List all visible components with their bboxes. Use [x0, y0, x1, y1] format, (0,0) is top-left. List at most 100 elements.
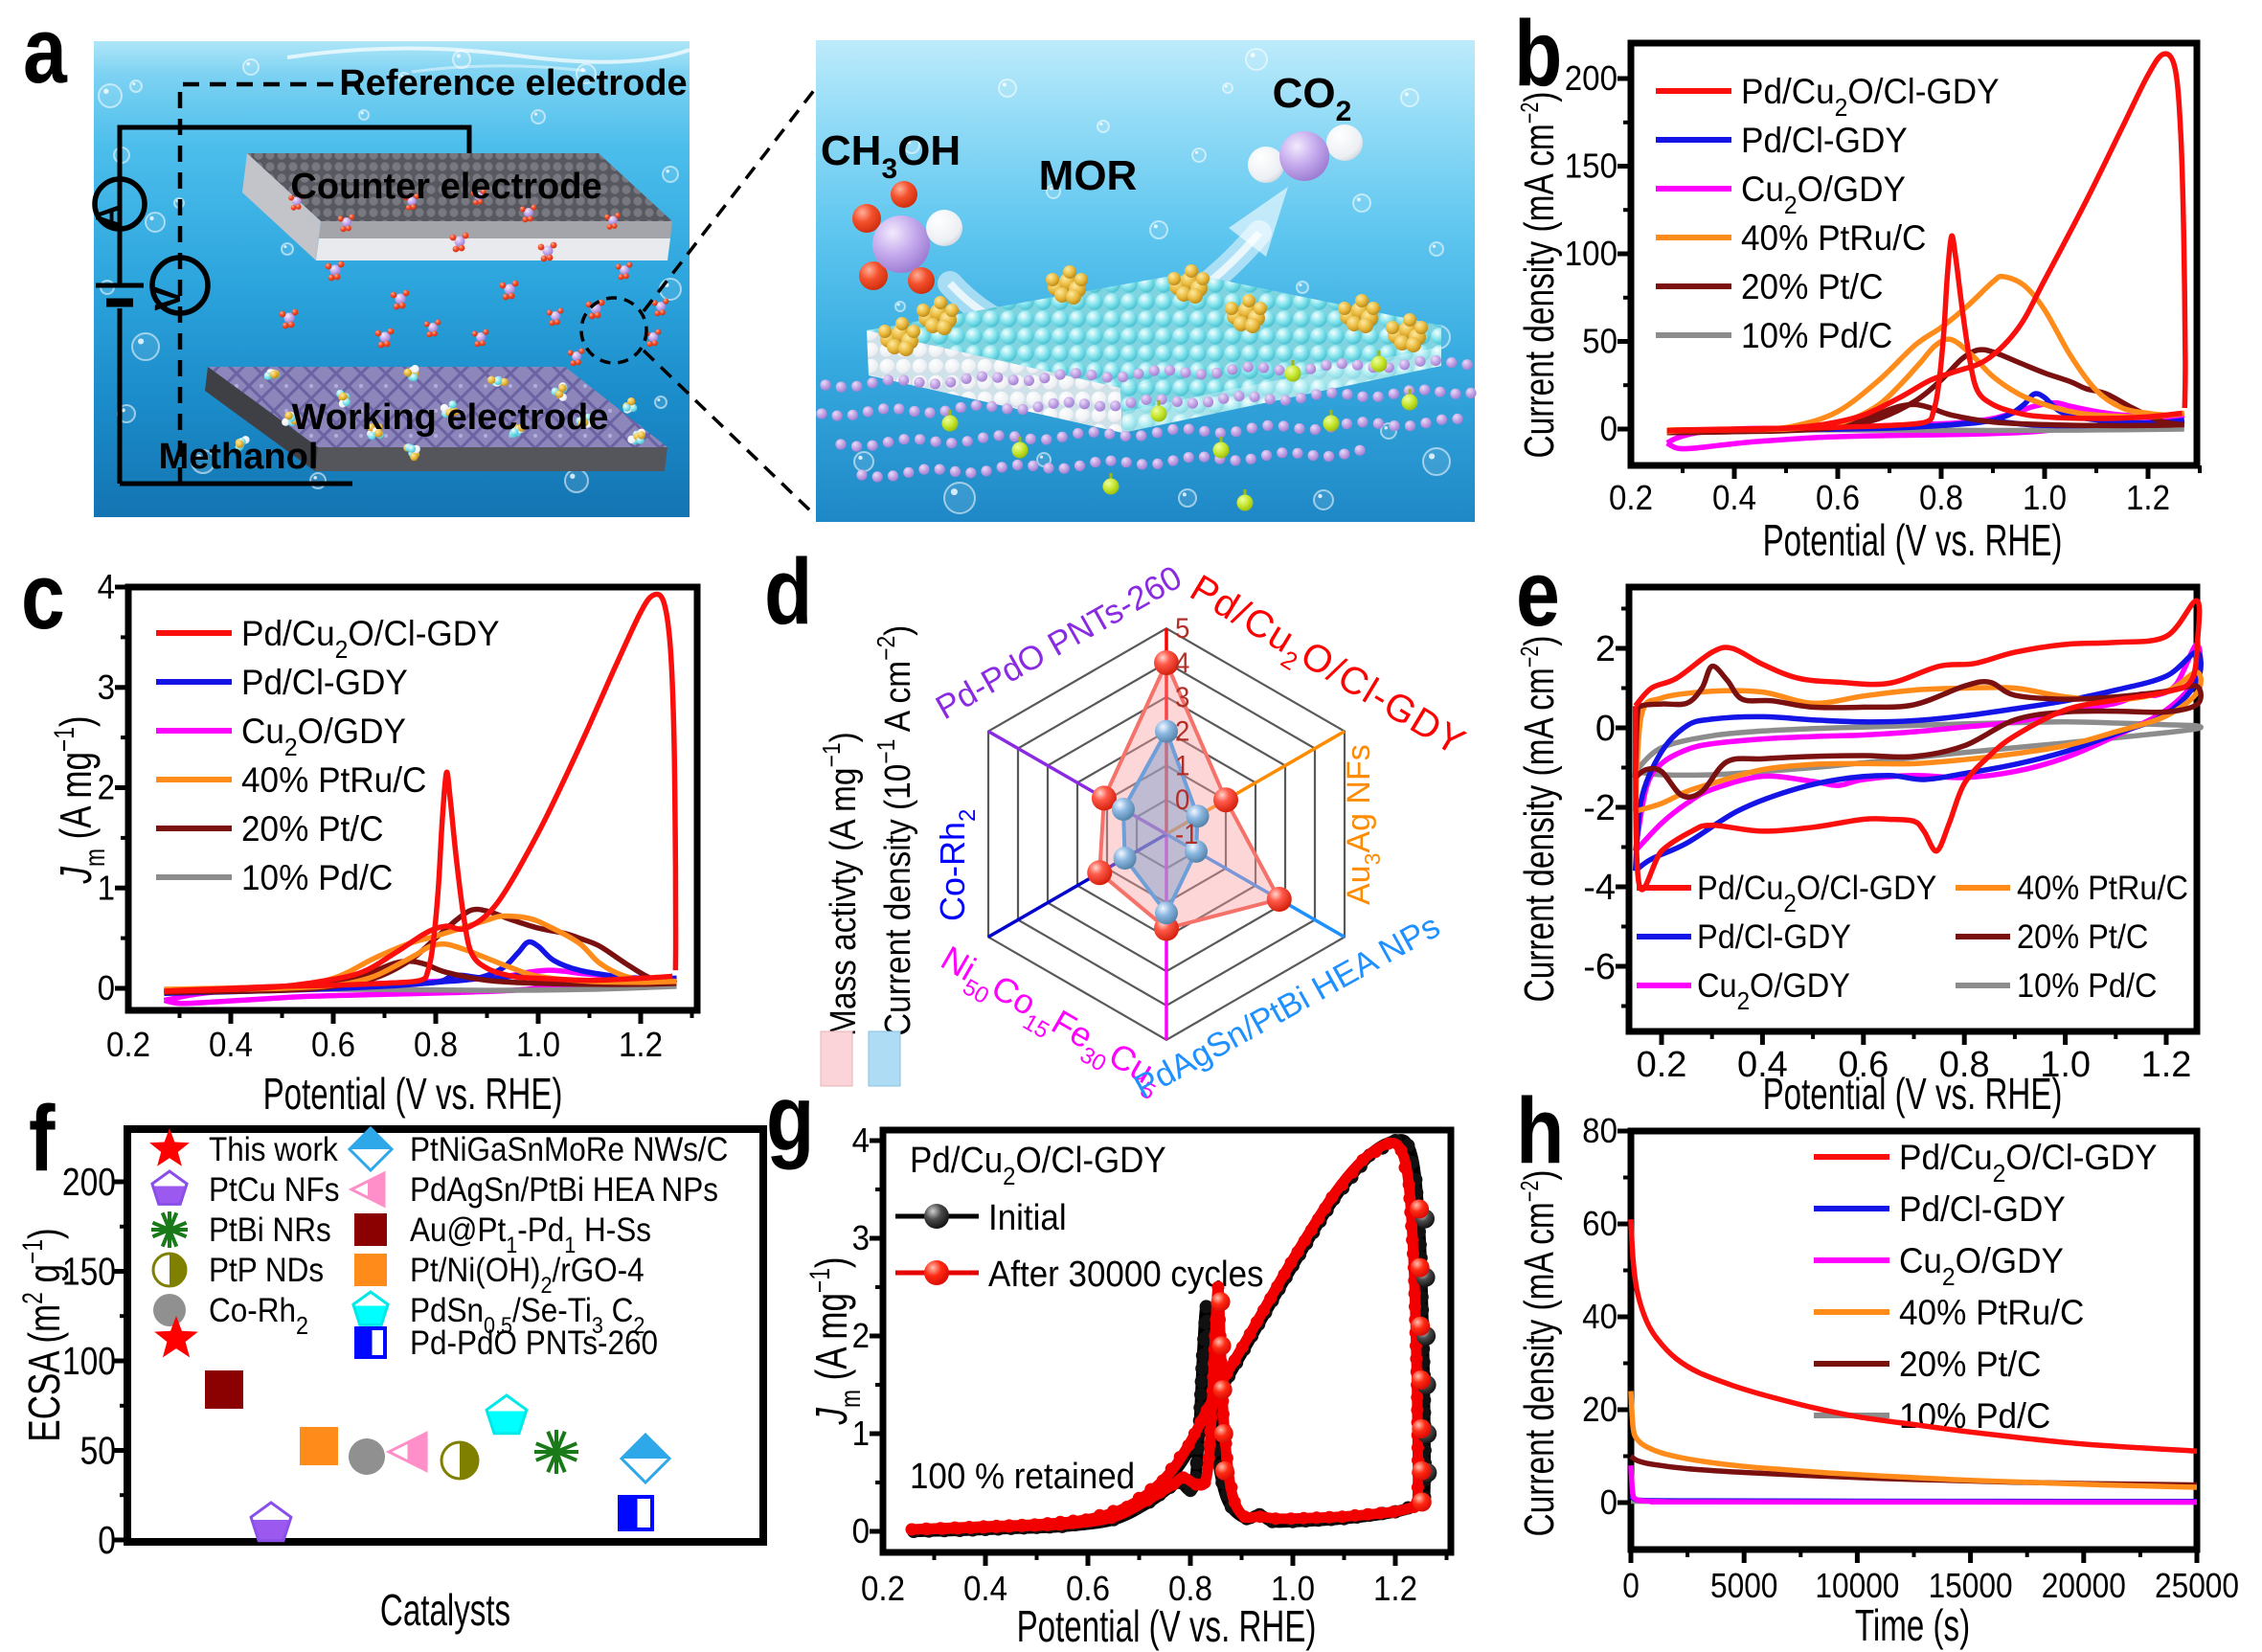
- svg-text:5000: 5000: [1710, 1567, 1777, 1605]
- svg-text:4: 4: [852, 1122, 870, 1161]
- svg-text:20% Pt/C: 20% Pt/C: [2017, 918, 2148, 956]
- svg-text:100: 100: [62, 1339, 116, 1383]
- svg-text:PtNiGaSnMoRe NWs/C: PtNiGaSnMoRe NWs/C: [410, 1132, 728, 1169]
- svg-text:2: 2: [1595, 629, 1616, 669]
- svg-text:0.4: 0.4: [1737, 1045, 1788, 1085]
- svg-text:0: 0: [98, 970, 115, 1008]
- svg-text:V: V: [148, 286, 189, 311]
- svg-text:A: A: [88, 204, 127, 229]
- svg-text:0.8: 0.8: [1168, 1571, 1212, 1609]
- svg-text:10000: 10000: [1815, 1567, 1899, 1605]
- svg-text:1.2: 1.2: [1373, 1571, 1417, 1609]
- svg-text:Current density (mA cm−2​): Current density (mA cm−2​): [1515, 92, 1563, 459]
- svg-text:20% Pt/C: 20% Pt/C: [1899, 1344, 2041, 1384]
- svg-text:-4: -4: [1583, 868, 1616, 908]
- svg-text:Counter electrode: Counter electrode: [290, 167, 601, 207]
- svg-text:Potential (V vs. RHE): Potential (V vs. RHE): [263, 1071, 563, 1119]
- svg-text:This work: This work: [209, 1132, 338, 1169]
- svg-text:50: 50: [80, 1428, 116, 1472]
- svg-text:-6: -6: [1583, 947, 1616, 987]
- svg-text:0.8: 0.8: [1919, 480, 1963, 518]
- svg-text:200: 200: [62, 1160, 116, 1204]
- svg-text:80: 80: [1582, 1113, 1617, 1151]
- svg-text:Pd/Cl-GDY: Pd/Cl-GDY: [1697, 918, 1851, 956]
- svg-text:1.0: 1.0: [2023, 480, 2067, 518]
- svg-text:Mass activty (A mg−1​): Mass activty (A mg−1​): [819, 732, 864, 1036]
- svg-text:0.4: 0.4: [1712, 480, 1756, 518]
- svg-text:25000: 25000: [2155, 1567, 2239, 1605]
- svg-text:10% Pd/C: 10% Pd/C: [1741, 315, 1892, 355]
- svg-text:20000: 20000: [2042, 1567, 2126, 1605]
- svg-text:0: 0: [1595, 709, 1616, 749]
- svg-text:Reference electrode: Reference electrode: [339, 63, 687, 103]
- svg-text:c: c: [21, 546, 65, 649]
- svg-text:0: 0: [1600, 411, 1617, 449]
- svg-text:Pd/Cl-GDY: Pd/Cl-GDY: [1741, 120, 1908, 160]
- svg-text:e: e: [1516, 543, 1560, 646]
- svg-text:PdAgSn/PtBi HEA NPs: PdAgSn/PtBi HEA NPs: [410, 1172, 718, 1210]
- svg-text:20% Pt/C: 20% Pt/C: [241, 808, 383, 849]
- svg-text:1: 1: [98, 870, 115, 908]
- svg-text:Potential (V vs. RHE): Potential (V vs. RHE): [1763, 517, 2063, 565]
- svg-text:100 % retained: 100 % retained: [910, 1456, 1135, 1497]
- svg-text:20% Pt/C: 20% Pt/C: [1741, 266, 1883, 306]
- svg-text:1: 1: [852, 1415, 870, 1454]
- svg-text:1.0: 1.0: [1271, 1571, 1315, 1609]
- svg-text:h: h: [1516, 1080, 1564, 1184]
- svg-text:100: 100: [1565, 236, 1617, 274]
- svg-text:40: 40: [1582, 1299, 1617, 1337]
- svg-text:40% PtRu/C: 40% PtRu/C: [1899, 1292, 2084, 1332]
- svg-text:5: 5: [1175, 613, 1189, 645]
- svg-text:Methanol: Methanol: [159, 437, 319, 477]
- svg-text:0.2: 0.2: [1637, 1045, 1687, 1085]
- svg-text:3: 3: [98, 669, 115, 708]
- svg-text:0.2: 0.2: [1609, 480, 1653, 518]
- svg-text:4: 4: [98, 569, 115, 607]
- svg-text:1.2: 1.2: [619, 1027, 663, 1065]
- svg-text:10% Pd/C: 10% Pd/C: [2017, 967, 2157, 1005]
- svg-text:PtCu NFs: PtCu NFs: [209, 1172, 339, 1210]
- svg-text:2: 2: [852, 1318, 870, 1356]
- svg-text:1.0: 1.0: [516, 1027, 560, 1065]
- svg-text:0.6: 0.6: [1838, 1045, 1889, 1085]
- svg-text:Jm​ (A mg−1​): Jm​ (A mg−1​): [803, 1256, 867, 1425]
- svg-text:3: 3: [852, 1220, 870, 1258]
- svg-text:0.2: 0.2: [861, 1571, 905, 1609]
- svg-text:0: 0: [852, 1513, 870, 1551]
- svg-text:Pd/Cl-GDY: Pd/Cl-GDY: [1899, 1188, 2066, 1229]
- svg-text:PtBi NRs: PtBi NRs: [209, 1212, 331, 1250]
- svg-text:0.8: 0.8: [1939, 1045, 1990, 1085]
- svg-text:0: 0: [1175, 784, 1189, 816]
- svg-text:MOR: MOR: [1039, 152, 1138, 199]
- svg-text:PtP NDs: PtP NDs: [209, 1253, 324, 1290]
- svg-text:0: 0: [1600, 1484, 1617, 1523]
- svg-text:1: 1: [1175, 750, 1189, 781]
- svg-text:15000: 15000: [1929, 1567, 2013, 1605]
- svg-text:3: 3: [1175, 682, 1189, 713]
- svg-text:Current density (mA cm−2​): Current density (mA cm−2​): [1515, 1170, 1563, 1537]
- svg-text:Working electrode: Working electrode: [292, 397, 609, 438]
- svg-text:200: 200: [1565, 60, 1617, 99]
- svg-text:d: d: [764, 541, 812, 645]
- svg-text:Initial: Initial: [988, 1197, 1067, 1238]
- svg-text:40% PtRu/C: 40% PtRu/C: [2017, 870, 2188, 907]
- svg-text:2: 2: [1175, 716, 1189, 748]
- svg-text:40% PtRu/C: 40% PtRu/C: [241, 759, 426, 800]
- svg-text:b: b: [1514, 3, 1562, 106]
- svg-text:f: f: [29, 1088, 56, 1191]
- svg-text:20: 20: [1582, 1392, 1617, 1430]
- svg-text:0.2: 0.2: [106, 1027, 150, 1065]
- svg-text:0.6: 0.6: [1816, 480, 1860, 518]
- svg-text:0.6: 0.6: [311, 1027, 355, 1065]
- svg-text:10% Pd/C: 10% Pd/C: [241, 857, 393, 897]
- svg-text:Time (s): Time (s): [1855, 1602, 1970, 1650]
- svg-text:2: 2: [98, 769, 115, 807]
- svg-text:1.2: 1.2: [2141, 1045, 2192, 1085]
- svg-text:1.2: 1.2: [2126, 480, 2170, 518]
- svg-text:40% PtRu/C: 40% PtRu/C: [1741, 217, 1926, 258]
- svg-text:1.0: 1.0: [2040, 1045, 2091, 1085]
- svg-text:4: 4: [1175, 647, 1189, 679]
- svg-text:150: 150: [62, 1249, 116, 1293]
- svg-text:Catalysts: Catalysts: [380, 1587, 510, 1635]
- svg-text:Pd/Cl-GDY: Pd/Cl-GDY: [241, 662, 408, 702]
